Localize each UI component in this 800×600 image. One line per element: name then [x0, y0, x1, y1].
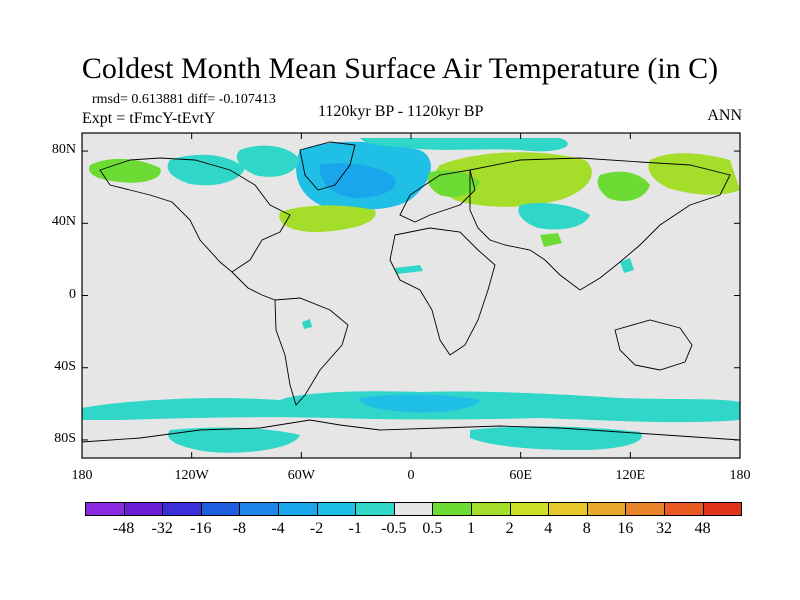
colorbar-label: 0.5	[422, 520, 443, 537]
lon-tick-label: 120W	[174, 468, 209, 483]
lon-tick-label: 120E	[615, 468, 646, 483]
colorbar-swatch	[432, 502, 472, 516]
experiment-label: Expt = tFmcY-tEvtY	[82, 110, 216, 127]
colorbar-swatch	[200, 502, 241, 516]
coast-africa	[389, 227, 496, 356]
colorbar-label: -4	[271, 520, 285, 537]
season-label: ANN	[707, 107, 742, 124]
field-patch-1	[395, 265, 423, 274]
colorbar-label: -1	[348, 520, 362, 537]
lon-tick-label: 60W	[287, 468, 315, 483]
field-arctic-cool	[360, 138, 568, 152]
coast-south-america	[274, 297, 349, 406]
colorbar-label: 8	[582, 520, 591, 537]
field-eurasia-warm	[435, 152, 592, 207]
coast-australia	[614, 319, 693, 371]
colorbar-label: 16	[617, 520, 634, 537]
colorbar-swatch	[239, 502, 279, 516]
field-alaska-warm	[89, 158, 161, 183]
colorbar-swatch	[586, 502, 627, 516]
lat-tick-label: 80N	[51, 142, 76, 158]
coast-antarctica	[82, 419, 740, 443]
lon-tick-label: 0	[407, 468, 415, 483]
colorbar-label: -16	[190, 520, 212, 537]
lat-tick-label: 80S	[54, 430, 76, 446]
lat-tick-label: 40N	[51, 214, 76, 230]
colorbar-label: -0.5	[381, 520, 407, 537]
colorbar-label: 48	[694, 520, 711, 537]
axis-ticks	[81, 133, 741, 458]
field-gulf-stream-warm	[279, 205, 376, 233]
colorbar-label: 32	[656, 520, 672, 537]
field-nw-pacific-warm	[597, 171, 650, 202]
field-canada-cool	[167, 154, 245, 186]
colorbar-swatch	[471, 502, 511, 516]
colorbar-label: -2	[309, 520, 324, 537]
field-antarctic-cool	[168, 427, 300, 453]
coastlines	[82, 141, 740, 443]
stats-text: rmsd= 0.613881 diff= -0.107413	[92, 92, 276, 107]
lat-tick-label: 0	[69, 286, 76, 302]
field-eurasia-warm-core	[427, 170, 480, 197]
coast-asia	[469, 157, 731, 291]
coast-europe	[399, 169, 476, 223]
colorbar-label: -48	[112, 520, 135, 537]
coast-greenland	[299, 141, 356, 191]
colorbar-swatch	[702, 502, 743, 516]
anomaly-fields	[82, 138, 740, 453]
colorbar-swatch	[509, 502, 550, 516]
colorbar-label: -8	[232, 520, 247, 537]
colorbar-swatch	[393, 502, 434, 516]
colorbar-swatch	[548, 502, 588, 516]
field-north-atlantic-cool-core	[319, 163, 396, 198]
colorbar-label: -32	[151, 520, 173, 537]
field-patch-4	[620, 258, 634, 273]
lon-tick-label: 180	[71, 468, 93, 483]
colorbar-swatch	[625, 502, 665, 516]
coast-central-america	[231, 271, 276, 301]
colorbar-swatch	[316, 502, 357, 516]
lon-tick-label: 180	[729, 468, 751, 483]
colorbar-label: 1	[467, 520, 475, 537]
coast-north-america	[99, 157, 291, 273]
colorbar-label: 4	[544, 520, 553, 537]
field-patch-3	[302, 319, 312, 329]
lon-tick-label: 60E	[509, 468, 532, 483]
colorbar-swatch	[85, 502, 125, 516]
period-label: 1120kyr BP - 1120kyr BP	[318, 103, 484, 120]
field-patch-2	[540, 233, 562, 247]
field-mid-asia-cool	[518, 203, 590, 230]
lat-tick-label: 40S	[54, 358, 76, 374]
field-antarctic-cool-east	[470, 426, 642, 450]
field-greenland-cool	[236, 145, 300, 177]
colorbar-swatch	[355, 502, 395, 516]
colorbar-swatch	[664, 502, 704, 516]
chart-title: Coldest Month Mean Surface Air Temperatu…	[81, 52, 719, 85]
colorbar-swatch	[162, 502, 202, 516]
colorbar-swatch	[123, 502, 164, 516]
colorbar-swatch	[278, 502, 318, 516]
field-southern-ocean-cool-2	[359, 394, 480, 413]
colorbar-label: 2	[505, 520, 514, 537]
